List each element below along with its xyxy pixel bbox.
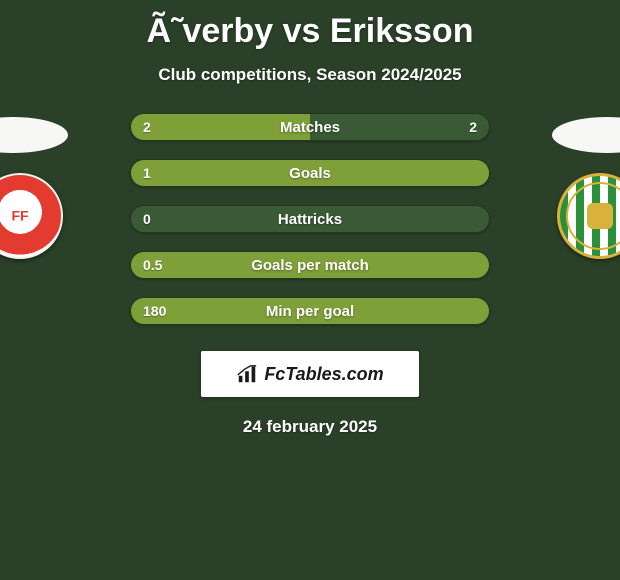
fctables-logo[interactable]: FcTables.com <box>201 351 419 397</box>
kalmar-crest-icon <box>0 173 63 259</box>
bar-chart-icon <box>236 363 258 385</box>
stat-row: 0.5 Goals per match <box>130 251 490 279</box>
stat-label: Goals per match <box>251 257 369 274</box>
stat-right-value: 2 <box>469 119 477 135</box>
club-badge-right <box>550 173 620 259</box>
stat-row: 180 Min per goal <box>130 297 490 325</box>
stat-row: 1 Goals <box>130 159 490 187</box>
stat-left-value: 0.5 <box>143 257 162 273</box>
stat-label: Matches <box>280 119 340 136</box>
stats-rows: 2 Matches 2 1 Goals 0 Hattricks 0.5 Goals per ma… <box>130 113 490 325</box>
comparison-stage: 2 Matches 2 1 Goals 0 Hattricks 0.5 Goals per ma… <box>0 113 620 325</box>
club-badge-left <box>0 173 70 259</box>
stat-left-value: 2 <box>143 119 151 135</box>
date-label: 24 february 2025 <box>0 417 620 437</box>
stat-label: Min per goal <box>266 303 354 320</box>
stat-left-value: 0 <box>143 211 151 227</box>
stat-row: 0 Hattricks <box>130 205 490 233</box>
stat-row: 2 Matches 2 <box>130 113 490 141</box>
logo-text: FcTables.com <box>264 364 383 385</box>
subtitle: Club competitions, Season 2024/2025 <box>0 65 620 85</box>
stat-label: Hattricks <box>278 211 342 228</box>
player-slot-left <box>0 117 68 153</box>
stat-label: Goals <box>289 165 331 182</box>
stat-left-value: 180 <box>143 303 166 319</box>
stat-left-value: 1 <box>143 165 151 181</box>
page-title: Ã˜verby vs Eriksson <box>0 0 620 51</box>
hammarby-crest-icon <box>557 173 620 259</box>
player-slot-right <box>552 117 620 153</box>
